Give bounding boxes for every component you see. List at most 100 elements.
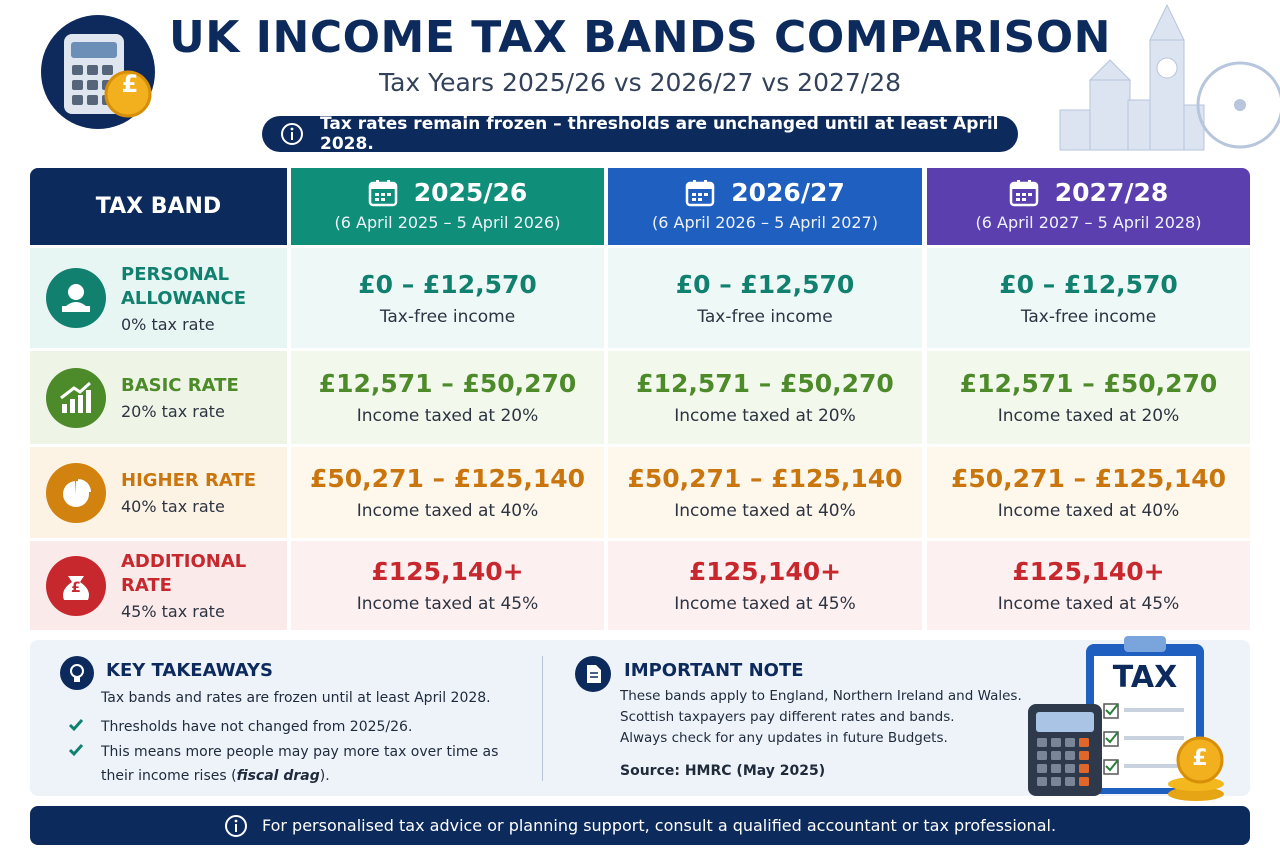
london-skyline-svg [1059, 3, 1280, 151]
value-cell: £0 – £12,570 Tax-free income [291, 248, 604, 348]
band-rate: 20% tax rate [121, 402, 225, 421]
footer-text: For personalised tax advice or planning … [261, 816, 1057, 835]
band-note: Tax-free income [697, 306, 833, 327]
band-range: £50,271 – £125,140 [309, 464, 586, 493]
band-note: Income taxed at 20% [997, 406, 1180, 426]
band-range: £12,571 – £50,270 [636, 369, 894, 398]
band-icon-svg [46, 367, 106, 428]
value-cell: £50,271 – £125,140 Income taxed at 40% [291, 447, 604, 538]
value-cell: £0 – £12,570 Tax-free income [927, 248, 1250, 348]
band-range: £0 – £12,570 [999, 269, 1178, 299]
calendar-svg [685, 179, 715, 206]
band-range: £125,140+ [688, 557, 842, 586]
takeaway-item: Thresholds have not changed from 2025/26… [101, 715, 501, 739]
bulb-icon [60, 656, 94, 690]
band-note: Income taxed at 40% [674, 501, 856, 521]
band-icon [46, 555, 106, 616]
band-note: Income taxed at 40% [356, 501, 539, 521]
band-note: Income taxed at 20% [356, 406, 539, 426]
clipboard-illustration-svg [1028, 636, 1224, 801]
year-header: 2027/28 (6 April 2027 – 5 April 2028) [927, 168, 1250, 245]
calendar-icon [1009, 179, 1039, 207]
band-rate: 40% tax rate [121, 497, 225, 516]
band-name: ADDITIONAL RATE [121, 551, 247, 596]
coin-symbol: £ [1192, 746, 1208, 771]
panel-divider [542, 656, 543, 781]
year-label: 2027/28 [1054, 178, 1169, 207]
band-header: TAX BAND [95, 194, 222, 219]
check-icon [68, 742, 84, 757]
band-text: HIGHER RATE 40% tax rate [121, 447, 283, 538]
year-row: 2027/28 [927, 178, 1250, 207]
band-icon-svg [46, 555, 106, 616]
year-label: 2026/27 [731, 178, 845, 207]
year-header: 2026/27 (6 April 2026 – 5 April 2027) [608, 168, 922, 245]
year-row: 2026/27 [608, 178, 922, 207]
note-line: Scottish taxpayers pay different rates a… [620, 709, 955, 725]
calendar-icon [368, 179, 398, 207]
value-cell: £12,571 – £50,270 Income taxed at 20% [927, 351, 1250, 444]
bulb-icon-svg [60, 656, 94, 690]
check-icon-svg [68, 744, 84, 757]
band-name: PERSONAL ALLOWANCE [121, 263, 247, 309]
band-icon-svg [46, 462, 106, 523]
calculator-badge [38, 12, 158, 132]
year-label: 2025/26 [413, 178, 528, 207]
band-note: Income taxed at 20% [674, 406, 856, 426]
title: UK INCOME TAX BANDS COMPARISON [169, 12, 1111, 63]
calendar-svg [368, 179, 397, 206]
note-line: Always check for any updates in future B… [620, 730, 948, 746]
note-title: IMPORTANT NOTE [624, 660, 804, 681]
calendar-icon [685, 179, 715, 207]
year-header: 2025/26 (6 April 2025 – 5 April 2026) [291, 168, 604, 245]
band-text: BASIC RATE 20% tax rate [121, 351, 283, 444]
value-cell: £125,140+ Income taxed at 45% [608, 541, 922, 630]
check-icon [68, 717, 84, 732]
footer-bar: For personalised tax advice or planning … [30, 806, 1250, 845]
calendar-svg [1009, 179, 1038, 206]
year-dates: (6 April 2027 – 5 April 2028) [975, 213, 1202, 232]
note-icon [575, 656, 611, 692]
takeaway-text: This means more people may pay more tax … [101, 744, 499, 784]
info-icon [224, 814, 248, 838]
takeaway-text: Thresholds have not changed from 2025/26… [101, 719, 413, 735]
value-cell: £50,271 – £125,140 Income taxed at 40% [608, 447, 922, 538]
notice-bar: Tax rates remain frozen – thresholds are… [262, 114, 1018, 154]
emphasis: fiscal drag [236, 768, 320, 784]
band-range: £50,271 – £125,140 [950, 464, 1227, 493]
band-range: £0 – £12,570 [358, 269, 537, 299]
band-cell: ADDITIONAL RATE 45% tax rate £ [30, 541, 287, 630]
band-rate: 0% tax rate [121, 314, 215, 334]
clipboard-label: TAX [1112, 660, 1178, 695]
band-range: £125,140+ [1012, 557, 1165, 586]
band-header-cell [30, 168, 287, 245]
band-icon-svg [46, 268, 106, 328]
takeaways-title: KEY TAKEAWAYS [106, 660, 273, 681]
calculator-badge-svg [41, 15, 155, 129]
year-dates: (6 April 2025 – 5 April 2026) [334, 213, 561, 232]
takeaways-intro: Tax bands and rates are frozen until at … [101, 690, 491, 706]
value-cell: £12,571 – £50,270 Income taxed at 20% [608, 351, 922, 444]
notice-text: Tax rates remain frozen – thresholds are… [320, 114, 999, 154]
band-name: HIGHER RATE [121, 470, 256, 491]
info-svg [224, 814, 247, 837]
band-range: £50,271 – £125,140 [627, 464, 903, 493]
value-cell: £0 – £12,570 Tax-free income [608, 248, 922, 348]
year-row: 2025/26 [291, 178, 604, 207]
subtitle: Tax Years 2025/26 vs 2026/27 vs 2027/28 [378, 68, 902, 97]
london-skyline [1050, 0, 1280, 155]
info-icon-svg [281, 123, 303, 145]
value-cell: £125,140+ Income taxed at 45% [927, 541, 1250, 630]
takeaway-text: ). [319, 768, 330, 784]
band-icon [46, 462, 106, 523]
coin-symbol: £ [121, 70, 139, 98]
band-note: Income taxed at 45% [356, 594, 539, 614]
band-text: ADDITIONAL RATE 45% tax rate [121, 541, 283, 630]
band-note: Income taxed at 40% [997, 501, 1180, 521]
note-line: These bands apply to England, Northern I… [620, 688, 1022, 704]
band-icon [46, 367, 106, 428]
band-cell: PERSONAL ALLOWANCE 0% tax rate [30, 248, 287, 348]
band-range: £12,571 – £50,270 [959, 369, 1218, 398]
band-icon [46, 268, 106, 328]
band-name: BASIC RATE [121, 375, 239, 396]
